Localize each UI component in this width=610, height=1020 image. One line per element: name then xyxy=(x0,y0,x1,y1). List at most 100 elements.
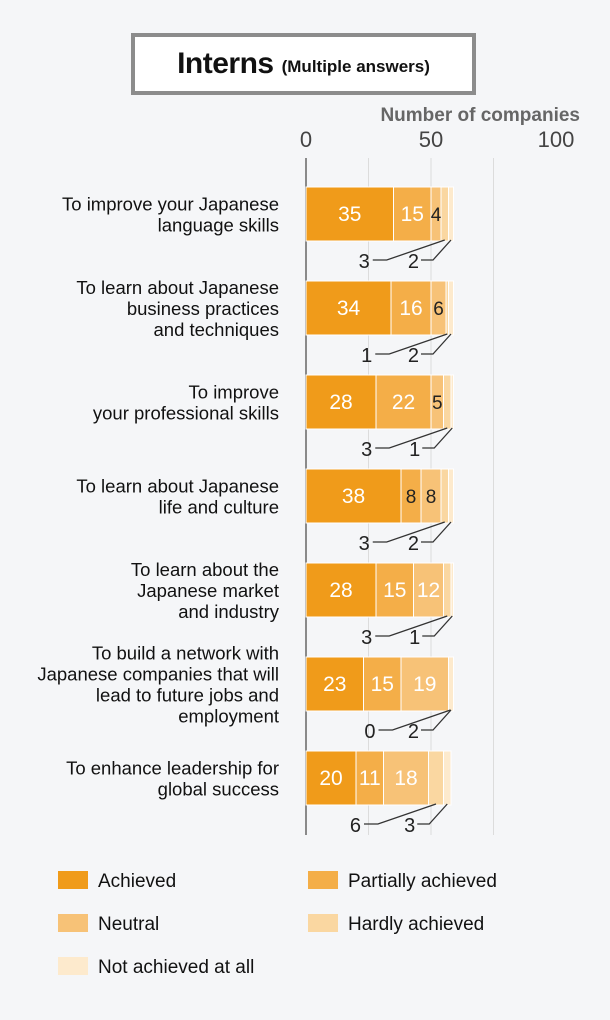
x-axis-title: Number of companies xyxy=(380,105,580,126)
bar-value-label: 22 xyxy=(392,391,415,414)
category-label: To improve your Japanese xyxy=(62,194,279,215)
bar-value-label: 18 xyxy=(394,767,417,790)
legend-swatch xyxy=(308,914,338,932)
bar-value-label: 3 xyxy=(404,815,415,837)
bar-segment xyxy=(448,656,454,712)
bar-segment xyxy=(305,562,377,618)
bar-value-label: 15 xyxy=(383,579,406,602)
bar-segment xyxy=(305,468,402,524)
bar-value-label: 1 xyxy=(409,627,420,649)
bar-value-label: 15 xyxy=(401,203,424,226)
leader-line xyxy=(422,427,453,449)
bar-segment xyxy=(443,750,452,806)
bar-value-label: 11 xyxy=(359,767,381,790)
bar-value-label: 35 xyxy=(338,203,361,226)
bar-value-label: 6 xyxy=(350,815,361,837)
bar-segment xyxy=(393,186,432,242)
legend-label: Not achieved at all xyxy=(98,957,254,978)
legend-label: Achieved xyxy=(98,871,176,892)
bar-segment xyxy=(448,186,454,242)
category-label: To enhance leadership for xyxy=(66,758,279,779)
leader-line xyxy=(372,239,445,261)
bar-segment xyxy=(450,374,454,430)
bar-segment xyxy=(428,750,444,806)
leader-line xyxy=(422,615,453,637)
bar-value-label: 3 xyxy=(361,627,372,649)
category-label: To learn about Japanese xyxy=(76,476,279,497)
bar-value-label: 5 xyxy=(432,393,443,414)
leader-line xyxy=(417,803,448,825)
leader-line xyxy=(421,239,452,261)
bar-value-label: 28 xyxy=(329,391,352,414)
leader-line xyxy=(421,333,452,355)
category-label: employment xyxy=(178,706,279,727)
legend-label: Partially achieved xyxy=(348,871,497,892)
bar-segment xyxy=(375,562,414,618)
bar-value-label: 1 xyxy=(361,345,372,367)
bar-value-label: 12 xyxy=(417,579,440,602)
bar-segment xyxy=(440,186,449,242)
legend-label: Neutral xyxy=(98,914,159,935)
leader-line xyxy=(421,709,452,731)
category-label: and industry xyxy=(178,601,280,622)
leader-line xyxy=(372,521,445,543)
category-label: business practices xyxy=(127,298,279,319)
bar-segment xyxy=(448,280,454,336)
category-label: Japanese companies that will xyxy=(37,664,279,685)
category-label: and techniques xyxy=(154,319,280,340)
bar-segment xyxy=(355,750,384,806)
legend-swatch xyxy=(58,871,88,889)
category-label: To learn about the xyxy=(131,559,279,580)
bar-segment xyxy=(448,468,454,524)
bar-value-label: 2 xyxy=(408,533,419,555)
category-label: To improve xyxy=(189,382,279,403)
bar-segment xyxy=(443,562,452,618)
bar-value-label: 34 xyxy=(337,297,361,320)
category-label: Japanese market xyxy=(137,580,279,601)
legend-label: Hardly achieved xyxy=(348,914,484,935)
bar-value-label: 2 xyxy=(408,251,419,273)
bar-value-label: 38 xyxy=(342,485,365,508)
category-label: your professional skills xyxy=(93,403,279,424)
bar-value-label: 3 xyxy=(361,439,372,461)
category-label: language skills xyxy=(158,215,279,236)
bar-value-label: 20 xyxy=(319,767,342,790)
bar-segment xyxy=(440,468,449,524)
bar-segment xyxy=(305,374,377,430)
leader-line xyxy=(375,615,448,637)
bar-segment xyxy=(383,750,429,806)
bar-value-label: 16 xyxy=(399,297,422,320)
bar-value-label: 4 xyxy=(431,205,442,226)
chart-title-box: Interns (Multiple answers) xyxy=(131,33,476,95)
bar-segment xyxy=(363,656,402,712)
bar-segment xyxy=(400,656,449,712)
chart-title: Interns xyxy=(177,47,274,80)
bar-value-label: 3 xyxy=(359,251,370,273)
legend-swatch xyxy=(58,957,88,975)
bar-value-label: 19 xyxy=(413,673,436,696)
bar-value-label: 1 xyxy=(409,439,420,461)
bar-value-label: 3 xyxy=(359,533,370,555)
bar-segment xyxy=(390,280,432,336)
bar-value-label: 6 xyxy=(433,299,444,320)
category-label: global success xyxy=(158,779,279,800)
category-label: To build a network with xyxy=(92,643,279,664)
bar-value-label: 23 xyxy=(323,673,346,696)
bar-segment xyxy=(443,374,452,430)
bar-value-label: 28 xyxy=(329,579,352,602)
bar-value-label: 2 xyxy=(408,721,419,743)
category-label: To learn about Japanese xyxy=(76,277,279,298)
x-tick-label: 100 xyxy=(538,127,575,152)
leader-line xyxy=(364,803,437,825)
bar-value-label: 8 xyxy=(426,487,437,508)
bar-value-label: 2 xyxy=(408,345,419,367)
leader-line xyxy=(421,521,452,543)
legend-swatch xyxy=(308,871,338,889)
bar-value-label: 0 xyxy=(364,721,375,743)
category-label: life and culture xyxy=(159,497,279,518)
bar-segment xyxy=(305,186,394,242)
x-tick-label: 50 xyxy=(419,127,443,152)
leader-line xyxy=(378,709,451,731)
bar-value-label: 8 xyxy=(406,487,417,508)
